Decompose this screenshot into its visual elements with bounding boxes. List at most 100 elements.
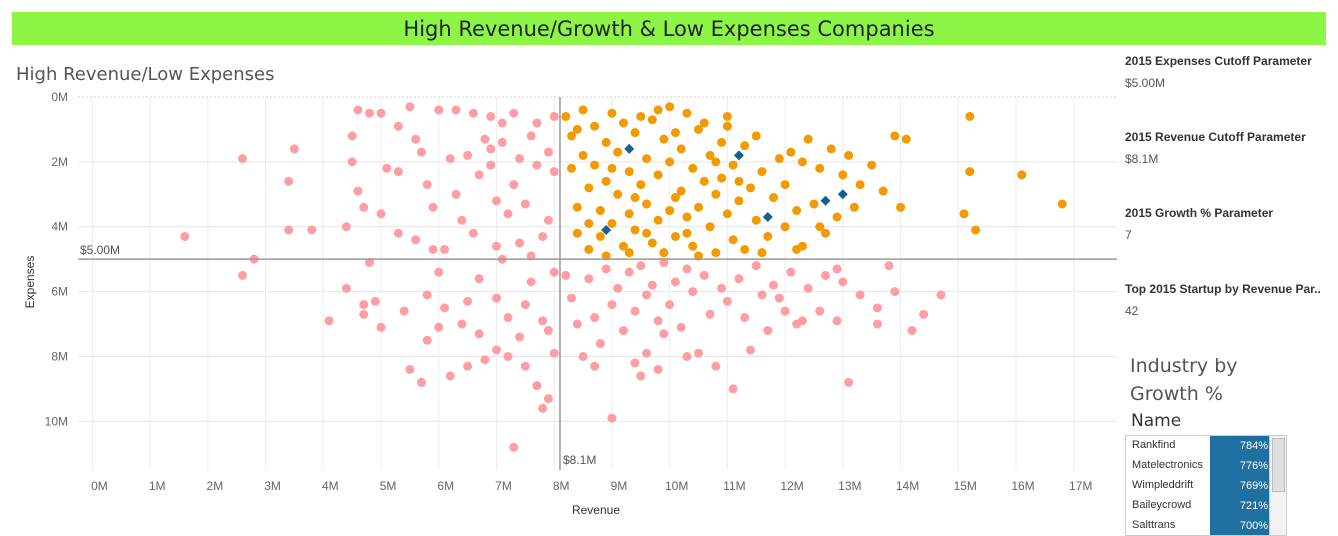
target-point (653, 105, 663, 115)
company-point (786, 267, 796, 277)
company-point (838, 277, 848, 287)
x-tick-label: 1M (149, 479, 166, 493)
target-point (780, 180, 790, 190)
company-point (468, 108, 478, 118)
company-point (613, 283, 623, 293)
scrollbar-thumb[interactable] (1272, 438, 1285, 492)
company-point (376, 209, 386, 219)
x-tick-label: 6M (437, 479, 454, 493)
parameter-value[interactable]: 7 (1125, 228, 1132, 242)
x-tick-label: 10M (665, 479, 688, 493)
company-point (890, 287, 900, 297)
target-point (809, 199, 819, 209)
company-point (578, 351, 588, 361)
target-point (711, 248, 721, 258)
company-point (636, 261, 646, 271)
company-point (491, 293, 501, 303)
company-point (422, 290, 432, 300)
target-point (659, 134, 669, 144)
target-point (728, 235, 738, 245)
company-point (486, 111, 496, 121)
target-point (590, 121, 600, 131)
x-tick-label: 5M (380, 479, 397, 493)
expenses-cutoff-label: $5.00M (80, 243, 120, 257)
x-tick-label: 8M (553, 479, 570, 493)
company-point (624, 267, 634, 277)
company-point (543, 326, 553, 336)
industry-table[interactable]: Rankfind 784% Matelectronics 776% Wimple… (1125, 435, 1287, 536)
company-point (515, 154, 525, 164)
company-point (653, 364, 663, 374)
company-point (844, 377, 854, 387)
table-row[interactable]: Wimpleddrift 769% (1126, 476, 1286, 496)
parameter-label: Top 2015 Startup by Revenue Par.. (1125, 282, 1321, 296)
target-point (751, 215, 761, 225)
target-point (572, 202, 582, 212)
company-point (486, 160, 496, 170)
target-point (647, 238, 657, 248)
top-startup-parameter[interactable]: Top 2015 Startup by Revenue Par.. 42 (1125, 282, 1325, 318)
company-point (422, 335, 432, 345)
target-point (849, 202, 859, 212)
growth-value: 769% (1210, 476, 1271, 496)
y-tick-label: 8M (51, 349, 68, 363)
company-point (370, 296, 380, 306)
parameter-value[interactable]: $5.00M (1125, 76, 1166, 90)
company-point (549, 267, 559, 277)
target-point (618, 118, 628, 128)
table-row[interactable]: Salttrans 700% (1126, 516, 1286, 535)
company-point (740, 313, 750, 323)
scatter-chart[interactable]: $8.1M $5.00M 0M 2M 4M 6M 8M 10M 0M 1M 2M 3M 4M 5M 6M 7… (0, 0, 1120, 536)
industry-title-line: Industry by (1130, 355, 1238, 377)
target-point (780, 222, 790, 232)
company-point (532, 160, 542, 170)
y-tick-label: 10M (45, 414, 68, 428)
company-point (434, 322, 444, 332)
company-point (457, 215, 467, 225)
y-tick-label: 0M (51, 90, 68, 104)
company-point (526, 131, 536, 141)
target-point (561, 111, 571, 121)
table-scrollbar[interactable] (1269, 436, 1286, 535)
company-point (307, 225, 317, 235)
company-point (457, 319, 467, 329)
target-point (722, 111, 732, 121)
revenue-cutoff-parameter[interactable]: 2015 Revenue Cutoff Parameter $8.1M (1125, 130, 1325, 166)
expenses-cutoff-parameter[interactable]: 2015 Expenses Cutoff Parameter $5.00M (1125, 54, 1325, 90)
company-point (474, 170, 484, 180)
company-point (590, 313, 600, 323)
parameter-value[interactable]: 42 (1125, 304, 1139, 318)
company-point (347, 157, 357, 167)
company-point (815, 306, 825, 316)
target-point (694, 124, 704, 134)
parameter-value[interactable]: $8.1M (1125, 152, 1159, 166)
x-tick-label: 0M (91, 479, 108, 493)
target-point (717, 137, 727, 147)
company-point (855, 290, 865, 300)
data-points[interactable] (180, 102, 1067, 452)
company-point (491, 196, 501, 206)
table-row[interactable]: Rankfind 784% (1126, 436, 1286, 456)
table-row[interactable]: Matelectronics 776% (1126, 456, 1286, 476)
target-point (630, 128, 640, 138)
target-point (642, 199, 652, 209)
target-point (890, 131, 900, 141)
x-tick-label: 15M (954, 479, 977, 493)
company-point (682, 264, 692, 274)
target-point (618, 241, 628, 251)
growth-parameter[interactable]: 2015 Growth % Parameter 7 (1125, 206, 1325, 242)
x-tick-label: 3M (264, 479, 281, 493)
highlight-point (624, 143, 635, 154)
company-point (607, 413, 617, 423)
company-point (751, 261, 761, 271)
x-tick-label: 17M (1069, 479, 1092, 493)
company-point (474, 329, 484, 339)
target-point (595, 231, 605, 241)
company-point (238, 154, 248, 164)
company-point (515, 238, 525, 248)
target-point (665, 206, 675, 216)
table-row[interactable]: Baileycrowd 721% (1126, 496, 1286, 516)
target-point (572, 228, 582, 238)
target-point (688, 241, 698, 251)
company-point (676, 322, 686, 332)
